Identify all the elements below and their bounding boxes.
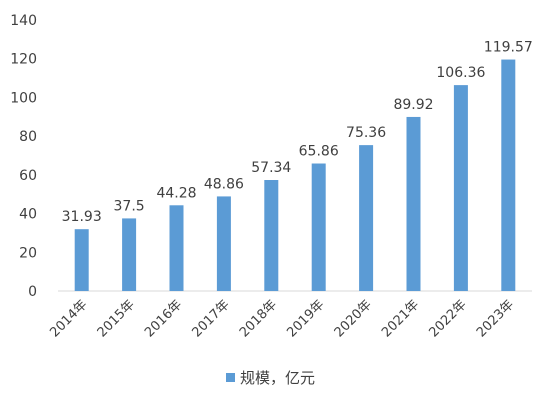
data-label: 106.36 — [436, 65, 485, 81]
data-label: 37.5 — [114, 198, 145, 214]
x-tick-label: 2019年 — [284, 297, 327, 340]
data-label: 119.57 — [484, 40, 533, 56]
bar — [453, 85, 468, 291]
data-label: 44.28 — [156, 185, 196, 201]
legend-label: 规模，亿元 — [240, 369, 315, 387]
x-tick-label: 2023年 — [474, 297, 517, 340]
y-tick-label: 120 — [10, 52, 37, 68]
x-tick-label: 2018年 — [237, 297, 280, 340]
data-label: 89.92 — [393, 97, 433, 113]
y-tick-label: 0 — [28, 284, 37, 300]
x-tick-label: 2020年 — [332, 297, 375, 340]
bar — [359, 145, 374, 291]
x-tick-label: 2016年 — [142, 297, 185, 340]
x-tick-label: 2021年 — [379, 297, 422, 340]
y-tick-label: 140 — [10, 13, 37, 29]
bar — [169, 205, 184, 291]
x-tick-label: 2014年 — [47, 297, 90, 340]
bar — [122, 218, 137, 291]
y-tick-label: 100 — [10, 90, 37, 106]
data-label: 48.86 — [204, 176, 244, 192]
bar — [406, 116, 421, 291]
legend: 规模，亿元 — [226, 369, 315, 387]
y-tick-label: 40 — [19, 207, 37, 223]
bar-series — [74, 59, 516, 291]
data-label: 65.86 — [299, 144, 339, 160]
data-label: 57.34 — [251, 160, 291, 176]
x-tick-label: 2022年 — [427, 297, 470, 340]
data-label: 31.93 — [62, 209, 102, 225]
data-label: 75.36 — [346, 125, 386, 141]
y-tick-label: 80 — [19, 129, 37, 145]
bar — [311, 163, 326, 291]
data-labels: 31.9337.544.2848.8657.3465.8675.3689.921… — [62, 40, 533, 226]
bar — [264, 180, 279, 291]
bar — [74, 229, 89, 291]
x-axis-labels: 2014年 2015年 2016年 2017年 2018年 2019年 2020年 2021年… — [47, 297, 517, 340]
y-tick-label: 20 — [19, 245, 37, 261]
bar — [216, 196, 231, 291]
y-axis-ticks: 0 20 40 60 80 100 120 140 — [10, 13, 37, 300]
x-tick-label: 2015年 — [95, 297, 138, 340]
legend-swatch — [226, 373, 235, 382]
x-tick-label: 2017年 — [190, 297, 233, 340]
y-tick-label: 60 — [19, 168, 37, 184]
bar — [501, 59, 516, 291]
